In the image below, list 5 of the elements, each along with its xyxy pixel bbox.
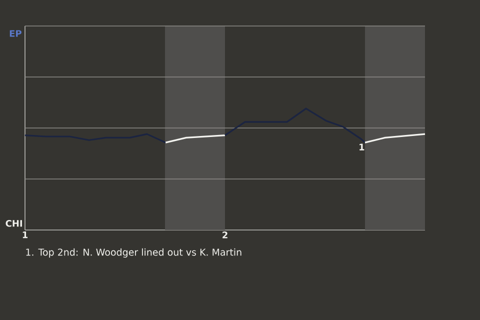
x-tick-label: 2	[222, 232, 228, 238]
text: 1. Top 2nd: N. Woodger lined out vs K. Martin	[26, 248, 242, 258]
annotation: 1	[360, 144, 364, 150]
text: EP	[10, 30, 22, 37]
text: CHI	[6, 220, 22, 227]
